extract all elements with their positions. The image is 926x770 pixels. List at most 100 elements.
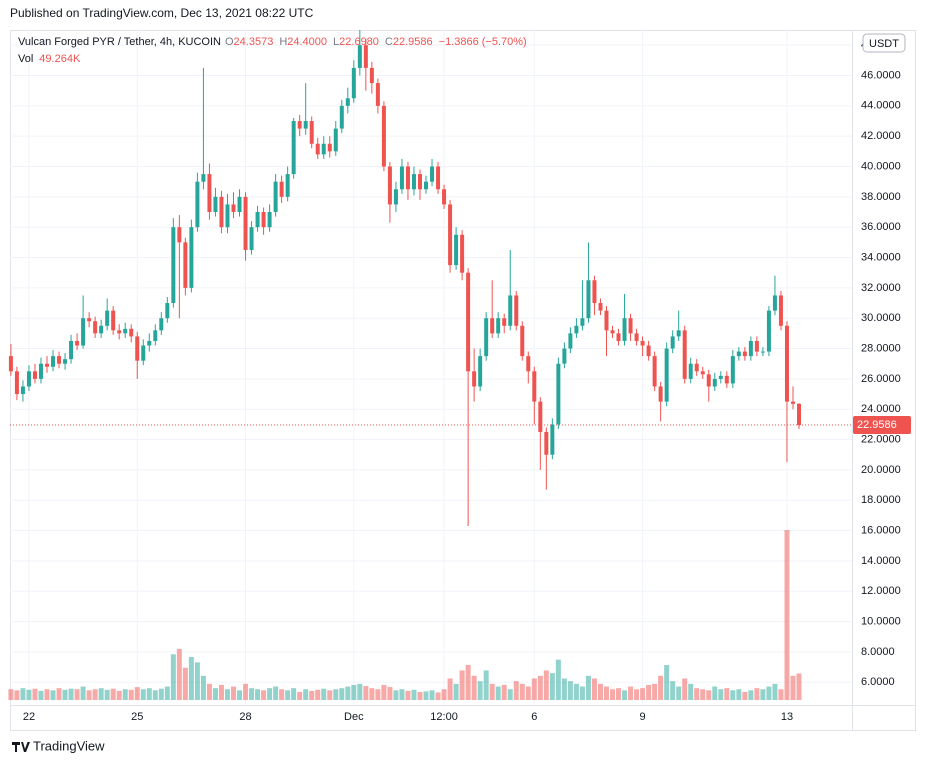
volume-bar bbox=[146, 688, 152, 700]
volume-bar bbox=[459, 670, 465, 700]
candle-body bbox=[387, 166, 392, 205]
symbol: Vulcan Forged PYR / Tether, 4h, KUCOIN bbox=[18, 36, 221, 48]
candle-body bbox=[766, 310, 771, 352]
volume-bar bbox=[357, 683, 363, 700]
candle-body bbox=[610, 330, 615, 334]
candle-body bbox=[20, 386, 25, 395]
candle-body bbox=[730, 356, 735, 384]
volume-bar bbox=[724, 688, 730, 700]
volume-bar bbox=[267, 688, 273, 700]
candle-body bbox=[297, 121, 302, 129]
volume-bar bbox=[652, 683, 658, 700]
volume-bar bbox=[249, 688, 255, 700]
volume-bar bbox=[688, 683, 694, 700]
volume-bar bbox=[682, 678, 688, 700]
candle-body bbox=[291, 121, 296, 175]
candle-body bbox=[63, 359, 68, 364]
y-tick-label: 14.0000 bbox=[861, 555, 901, 567]
candle-body bbox=[32, 371, 37, 379]
candle-body bbox=[369, 67, 374, 84]
volume-bar bbox=[333, 689, 339, 700]
candle-body bbox=[219, 196, 224, 228]
candle-body bbox=[658, 386, 663, 402]
candle-body bbox=[303, 121, 308, 129]
candle-body bbox=[508, 295, 513, 326]
volume-bar bbox=[567, 681, 573, 700]
volume-bar bbox=[766, 686, 772, 700]
y-tick-label: 26.0000 bbox=[861, 373, 901, 385]
volume-bar bbox=[579, 686, 585, 700]
volume-bar bbox=[537, 675, 543, 700]
currency-button[interactable]: USDT bbox=[862, 33, 906, 53]
volume-bar bbox=[501, 684, 507, 700]
candle-body bbox=[718, 375, 723, 379]
volume-bar bbox=[561, 678, 567, 700]
volume-bar bbox=[658, 675, 664, 700]
candle-body bbox=[712, 378, 717, 387]
volume-bar bbox=[543, 670, 549, 700]
currency-label[interactable]: USDT bbox=[869, 38, 899, 50]
change: −1.3866 (−5.70%) bbox=[439, 36, 527, 48]
x-tick-label: 6 bbox=[531, 711, 537, 723]
x-tick-label: 28 bbox=[239, 711, 251, 723]
candle-body bbox=[165, 303, 170, 319]
volume-bar bbox=[122, 689, 128, 700]
candle-body bbox=[177, 227, 182, 243]
volume-bar bbox=[784, 530, 790, 700]
volume-bar bbox=[393, 690, 399, 700]
legend: Vulcan Forged PYR / Tether, 4h, KUCOIN O2… bbox=[18, 36, 527, 48]
brand-logo bbox=[12, 742, 30, 752]
candle-body bbox=[345, 98, 350, 106]
candle-body bbox=[520, 325, 525, 357]
volume-bar bbox=[261, 690, 267, 700]
candle-body bbox=[273, 181, 278, 213]
volume-bar bbox=[237, 690, 243, 700]
volume-bar bbox=[140, 689, 146, 700]
volume-bar bbox=[363, 686, 369, 700]
volume-bar bbox=[417, 691, 423, 700]
candle-body bbox=[339, 105, 344, 129]
y-tick-label: 36.0000 bbox=[861, 221, 901, 233]
volume-bar bbox=[616, 688, 622, 700]
grid bbox=[10, 30, 852, 705]
candle-body bbox=[153, 330, 158, 341]
candle-body bbox=[562, 348, 567, 364]
candle-body bbox=[616, 333, 621, 341]
candle-body bbox=[424, 181, 429, 190]
volume-bar bbox=[453, 683, 459, 700]
volume-bar bbox=[796, 673, 802, 700]
candle-layer bbox=[8, 30, 802, 527]
y-tick-label: 28.0000 bbox=[861, 342, 901, 354]
candle-body bbox=[532, 371, 537, 402]
volume-bar bbox=[327, 690, 333, 700]
candle-body bbox=[14, 371, 19, 395]
volume-bar bbox=[309, 690, 315, 700]
volume-bar bbox=[664, 665, 670, 700]
candle-body bbox=[586, 280, 591, 319]
candle-body bbox=[8, 356, 13, 372]
candle-body bbox=[321, 143, 326, 155]
ohlc-key: H bbox=[279, 36, 287, 48]
y-tick-label: 32.0000 bbox=[861, 282, 901, 294]
volume-bar bbox=[231, 686, 236, 700]
volume-bar bbox=[50, 690, 56, 700]
volume-bar bbox=[206, 683, 212, 700]
ohlc-value: 22.9586 bbox=[393, 36, 433, 48]
volume-bar bbox=[38, 690, 44, 700]
volume-bar bbox=[748, 690, 754, 700]
volume-bar bbox=[224, 689, 230, 700]
volume-bar bbox=[610, 689, 616, 700]
currency-box[interactable] bbox=[862, 33, 906, 53]
volume-bar bbox=[597, 683, 603, 700]
volume-bar bbox=[303, 689, 309, 700]
candle-body bbox=[417, 174, 422, 190]
volume-bar bbox=[778, 689, 784, 700]
candle-body bbox=[261, 212, 266, 228]
volume-bar bbox=[279, 689, 285, 700]
candle-body bbox=[51, 356, 56, 367]
volume-bar bbox=[754, 688, 760, 700]
y-tick-label: 10.0000 bbox=[861, 615, 901, 627]
volume-bar bbox=[483, 670, 489, 700]
volume-bar bbox=[369, 688, 375, 700]
